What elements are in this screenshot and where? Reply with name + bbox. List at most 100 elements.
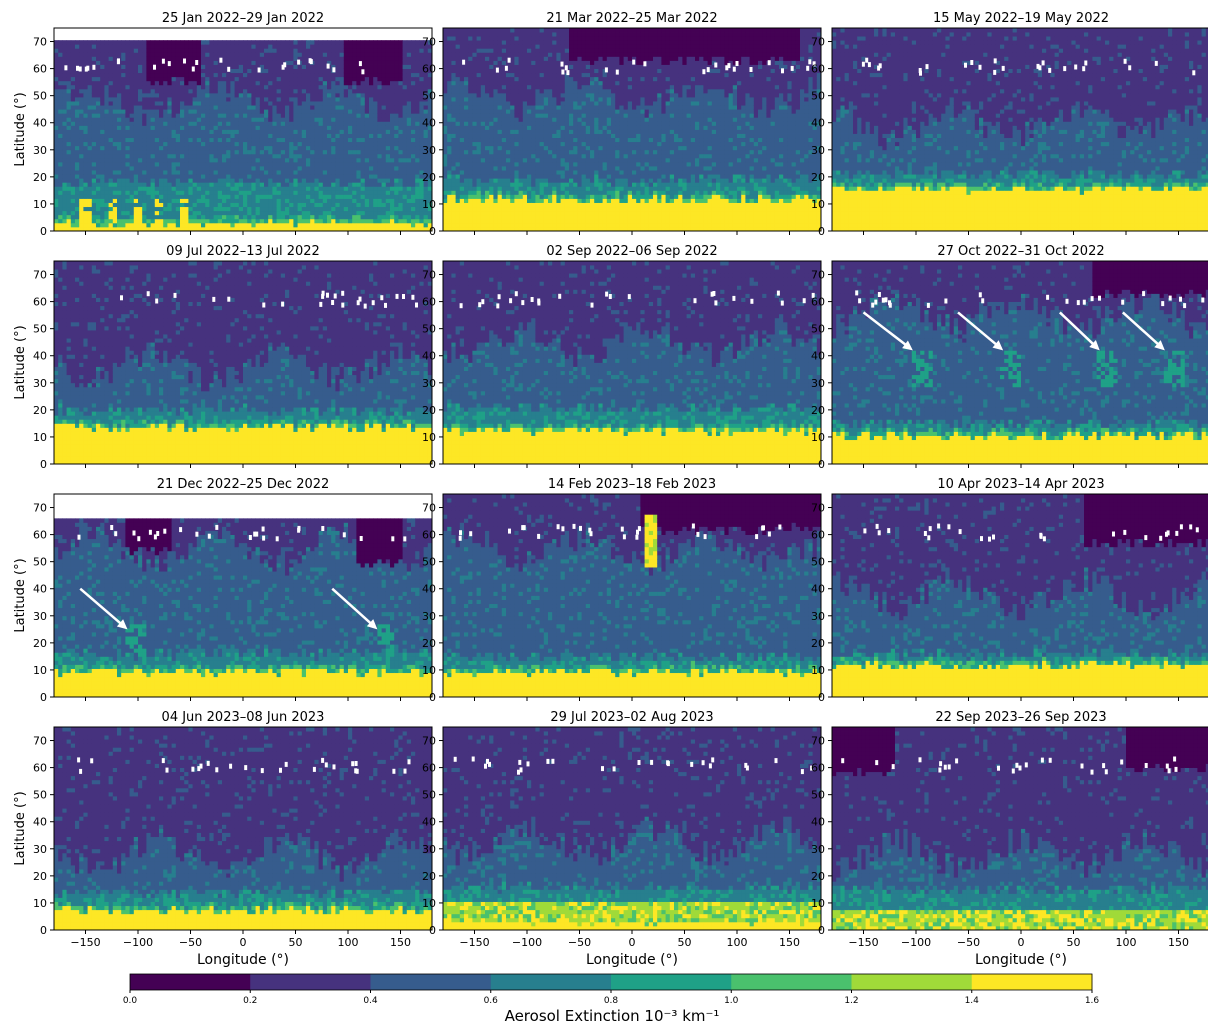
y-tick-label: 60 — [422, 63, 436, 76]
panel-9: 10 Apr 2023–14 Apr 2023 0 10 20 30 40 50 60 70 — [811, 477, 1208, 704]
y-tick-label: 10 — [33, 431, 47, 444]
y-tick-label: 0 — [818, 458, 825, 471]
y-tick-label: 0 — [40, 225, 47, 238]
y-tick-label: 0 — [818, 225, 825, 238]
panel-8: 14 Feb 2023–18 Feb 2023 0 10 20 30 40 50 60 70 — [422, 477, 822, 704]
y-tick-label: 0 — [429, 924, 436, 937]
y-tick-label: 70 — [33, 735, 47, 748]
colorbar-tick-label: 0.4 — [363, 996, 378, 1006]
x-axis-label: Longitude (°) — [586, 952, 678, 968]
panel-12: 22 Sep 2023–26 Sep 2023−150 −100 −50 0 50 100… — [811, 710, 1208, 968]
x-axis-label: Longitude (°) — [975, 952, 1067, 968]
y-tick-label: 30 — [811, 610, 825, 623]
y-tick-label: 40 — [811, 350, 825, 363]
colorbar-segment — [130, 974, 251, 990]
panel-11: 29 Jul 2023–02 Aug 2023−150 −100 −50 0 50 100… — [422, 710, 822, 968]
x-tick-label: −150 — [459, 936, 489, 949]
y-tick-label: 70 — [811, 735, 825, 748]
y-tick-label: 60 — [811, 63, 825, 76]
y-tick-label: 70 — [811, 269, 825, 282]
panel-title: 21 Dec 2022–25 Dec 2022 — [157, 477, 330, 492]
y-tick-label: 40 — [422, 350, 436, 363]
panel-title: 02 Sep 2022–06 Sep 2022 — [546, 244, 717, 259]
y-tick-label: 60 — [811, 296, 825, 309]
heatmap-cells — [443, 28, 821, 231]
x-tick-label: 100 — [1116, 936, 1137, 949]
arrow-3 — [1058, 311, 1097, 348]
y-tick-label: 50 — [811, 90, 825, 103]
x-tick-label: 0 — [1018, 936, 1025, 949]
y-tick-label: 30 — [811, 144, 825, 157]
colorbar-tick-label: 0.8 — [604, 996, 619, 1006]
panels: 25 Jan 2022–29 Jan 2022 0 10 20 30 40 50 60 70 La… — [13, 11, 1208, 968]
heatmap-cells — [443, 261, 821, 464]
y-tick-label: 70 — [422, 36, 436, 49]
arrow-2 — [957, 311, 1000, 348]
panel-1: 25 Jan 2022–29 Jan 2022 0 10 20 30 40 50 60 70 La… — [13, 11, 433, 238]
y-tick-label: 40 — [33, 583, 47, 596]
arrow-1 — [862, 311, 909, 348]
y-tick-label: 30 — [33, 843, 47, 856]
y-tick-label: 20 — [422, 404, 436, 417]
y-tick-label: 40 — [33, 350, 47, 363]
heatmap-cells — [443, 727, 821, 930]
x-tick-label: −50 — [957, 936, 980, 949]
panel-title: 22 Sep 2023–26 Sep 2023 — [935, 710, 1106, 725]
arrow-4 — [1122, 311, 1162, 348]
x-tick-label: 150 — [1168, 936, 1189, 949]
y-tick-label: 20 — [33, 171, 47, 184]
y-tick-label: 60 — [811, 762, 825, 775]
panel-title: 15 May 2022–19 May 2022 — [933, 11, 1109, 26]
y-tick-label: 60 — [33, 762, 47, 775]
heatmap-cells — [443, 494, 821, 697]
panel-title: 04 Jun 2023–08 Jun 2023 — [162, 710, 325, 725]
y-tick-label: 20 — [33, 637, 47, 650]
y-tick-label: 10 — [811, 664, 825, 677]
y-tick-label: 10 — [33, 198, 47, 211]
x-tick-label: −50 — [568, 936, 591, 949]
y-tick-label: 10 — [33, 664, 47, 677]
y-tick-label: 20 — [33, 404, 47, 417]
y-tick-label: 10 — [422, 431, 436, 444]
panel-7: 21 Dec 2022–25 Dec 2022 0 10 20 30 40 50 60 70 La… — [13, 477, 433, 704]
y-tick-label: 50 — [422, 789, 436, 802]
y-tick-label: 0 — [429, 691, 436, 704]
x-tick-label: 150 — [390, 936, 411, 949]
heatmap-cells — [54, 261, 432, 464]
arrow-1 — [79, 587, 124, 627]
y-tick-label: 20 — [811, 404, 825, 417]
y-tick-label: 30 — [422, 144, 436, 157]
colorbar-tick-label: 0.6 — [484, 996, 499, 1006]
y-tick-label: 60 — [422, 296, 436, 309]
colorbar-tick-label: 1.2 — [844, 996, 858, 1006]
heatmap-cells — [832, 727, 1208, 930]
colorbar-segment — [250, 974, 371, 990]
colorbar: 0.0 0.2 0.4 0.6 0.8 1.0 1.2 1.4 1.6 — [123, 973, 1099, 1006]
y-axis-label: Latitude (°) — [13, 558, 28, 632]
x-tick-label: −150 — [70, 936, 100, 949]
y-tick-label: 10 — [811, 431, 825, 444]
y-tick-label: 50 — [33, 556, 47, 569]
y-tick-label: 0 — [40, 924, 47, 937]
panel-title: 09 Jul 2022–13 Jul 2022 — [166, 244, 320, 259]
y-tick-label: 60 — [33, 529, 47, 542]
panel-title: 14 Feb 2023–18 Feb 2023 — [548, 477, 716, 492]
panel-10: 04 Jun 2023–08 Jun 2023−150 −100 −50 0 50 100… — [13, 710, 433, 968]
colorbar-segment — [851, 974, 973, 990]
annotation-arrows — [862, 311, 1165, 351]
panel-3: 15 May 2022–19 May 2022 0 10 20 30 40 50 60 70 — [811, 11, 1208, 238]
y-tick-label: 30 — [33, 377, 47, 390]
colorbar-segment — [971, 974, 1093, 990]
panel-title: 29 Jul 2023–02 Aug 2023 — [550, 710, 713, 725]
y-tick-label: 30 — [422, 610, 436, 623]
y-tick-label: 70 — [811, 502, 825, 515]
y-tick-label: 50 — [33, 789, 47, 802]
x-tick-label: 0 — [629, 936, 636, 949]
y-tick-label: 20 — [422, 637, 436, 650]
x-tick-label: 150 — [779, 936, 800, 949]
heatmap-cells — [832, 494, 1208, 697]
colorbar-segment — [611, 974, 732, 990]
panel-2: 21 Mar 2022–25 Mar 2022 0 10 20 30 40 50 60 70 — [422, 11, 822, 238]
colorbar-segment — [370, 974, 492, 990]
